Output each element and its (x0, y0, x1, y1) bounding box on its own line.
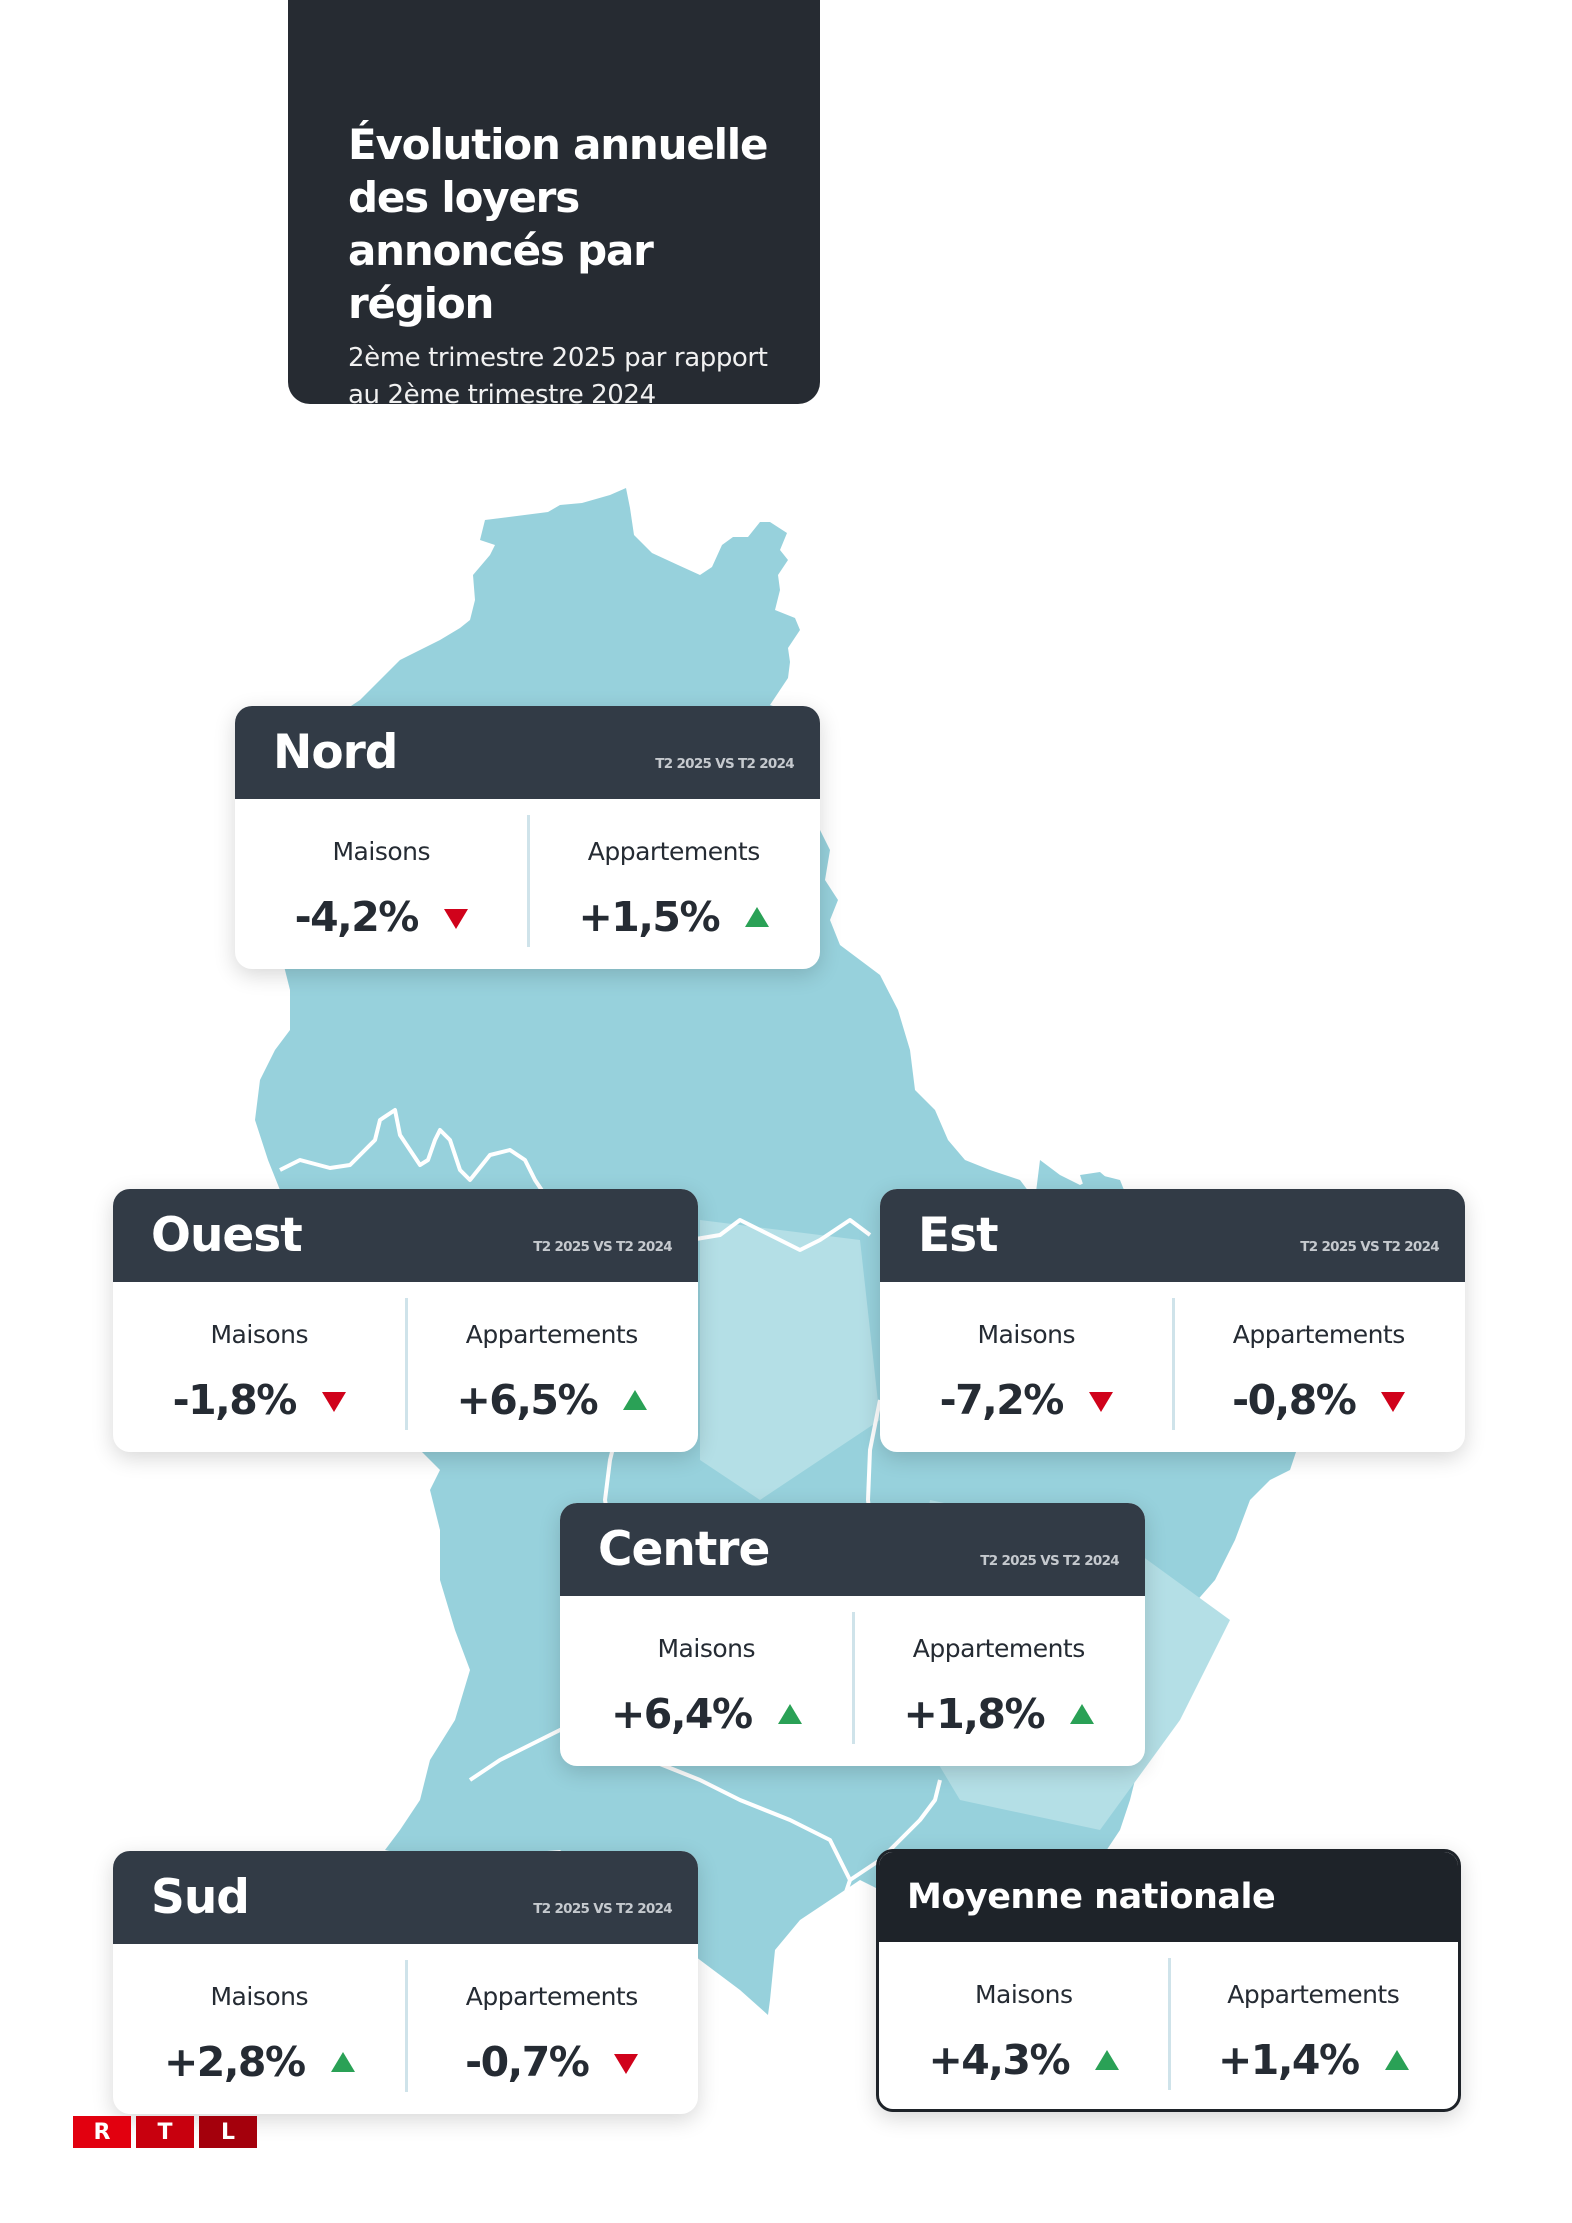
period-label: T2 2025 VS T2 2024 (1300, 1238, 1439, 1255)
houses-label: Maisons (332, 837, 431, 866)
region-name: Ouest (151, 1208, 303, 1263)
divider (851, 1612, 855, 1744)
houses-column: Maisons +6,4% (560, 1596, 853, 1766)
down-arrow-icon (614, 2054, 639, 2074)
national-name: Moyenne nationale (907, 1877, 1276, 1917)
up-arrow-icon (1095, 2050, 1120, 2070)
up-arrow-icon (745, 907, 770, 927)
houses-label: Maisons (657, 1634, 756, 1663)
houses-column: Maisons -1,8% (113, 1282, 406, 1452)
region-name: Centre (598, 1522, 770, 1577)
region-card-est: Est T2 2025 VS T2 2024 Maisons -7,2% App… (880, 1189, 1465, 1452)
region-name: Nord (273, 725, 398, 780)
divider (526, 815, 530, 947)
apartments-label: Appartements (1227, 1980, 1400, 2009)
rtl-logo: R T L (73, 2116, 257, 2148)
apartments-value: +1,8% (903, 1690, 1045, 1738)
card-header: Moyenne nationale (879, 1852, 1458, 1942)
houses-value: -4,2% (294, 893, 420, 941)
card-header: Ouest T2 2025 VS T2 2024 (113, 1189, 698, 1282)
region-card-nord: Nord T2 2025 VS T2 2024 Maisons -4,2% Ap… (235, 706, 820, 969)
logo-letter-t: T (136, 2116, 194, 2148)
down-arrow-icon (1381, 1392, 1406, 1412)
apartments-column: Appartements +1,4% (1169, 1942, 1459, 2109)
houses-column: Maisons -4,2% (235, 799, 528, 969)
houses-label: Maisons (977, 1320, 1076, 1349)
card-header: Centre T2 2025 VS T2 2024 (560, 1503, 1145, 1596)
title-card: Évolution annuelle des loyers annoncés p… (288, 0, 820, 410)
region-name: Est (918, 1208, 999, 1263)
houses-value: +6,4% (610, 1690, 753, 1738)
up-arrow-icon (1070, 1704, 1095, 1724)
apartments-value: -0,7% (465, 2038, 590, 2086)
houses-label: Maisons (974, 1980, 1073, 2009)
apartments-column: Appartements +1,5% (528, 799, 821, 969)
apartments-column: Appartements +1,8% (853, 1596, 1146, 1766)
houses-label: Maisons (210, 1320, 309, 1349)
down-arrow-icon (1088, 1392, 1113, 1412)
national-average-card: Moyenne nationale Maisons +4,3% Appartem… (876, 1849, 1461, 2112)
divider (1171, 1298, 1175, 1430)
up-arrow-icon (777, 1704, 802, 1724)
card-header: Est T2 2025 VS T2 2024 (880, 1189, 1465, 1282)
region-card-centre: Centre T2 2025 VS T2 2024 Maisons +6,4% … (560, 1503, 1145, 1766)
houses-value: -7,2% (939, 1376, 1065, 1424)
apartments-column: Appartements +6,5% (406, 1282, 699, 1452)
region-card-sud: Sud T2 2025 VS T2 2024 Maisons +2,8% App… (113, 1851, 698, 2114)
logo-letter-r: R (73, 2116, 131, 2148)
houses-label: Maisons (210, 1982, 309, 2011)
houses-column: Maisons +4,3% (879, 1942, 1169, 2109)
up-arrow-icon (623, 1390, 648, 1410)
houses-value: +2,8% (163, 2038, 306, 2086)
apartments-value: +1,4% (1217, 2036, 1360, 2084)
period-label: T2 2025 VS T2 2024 (533, 1900, 672, 1917)
apartments-label: Appartements (465, 1320, 639, 1349)
apartments-label: Appartements (587, 837, 761, 866)
houses-column: Maisons -7,2% (880, 1282, 1173, 1452)
houses-value: +4,3% (928, 2036, 1070, 2084)
divider (404, 1298, 408, 1430)
apartments-label: Appartements (912, 1634, 1086, 1663)
page-title: Évolution annuelle des loyers annoncés p… (348, 120, 768, 328)
period-label: T2 2025 VS T2 2024 (533, 1238, 672, 1255)
divider (404, 1960, 408, 2092)
divider (1167, 1958, 1171, 2090)
up-arrow-icon (1384, 2050, 1409, 2070)
card-header: Sud T2 2025 VS T2 2024 (113, 1851, 698, 1944)
apartments-value: +6,5% (456, 1376, 598, 1424)
up-arrow-icon (330, 2052, 355, 2072)
region-card-ouest: Ouest T2 2025 VS T2 2024 Maisons -1,8% A… (113, 1189, 698, 1452)
apartments-value: -0,8% (1232, 1376, 1357, 1424)
card-header: Nord T2 2025 VS T2 2024 (235, 706, 820, 799)
page-subtitle: 2ème trimestre 2025 par rapport au 2ème … (348, 343, 768, 410)
apartments-column: Appartements -0,8% (1173, 1282, 1466, 1452)
down-arrow-icon (321, 1392, 346, 1412)
period-label: T2 2025 VS T2 2024 (655, 755, 794, 772)
region-name: Sud (151, 1870, 250, 1925)
logo-letter-l: L (199, 2116, 257, 2148)
down-arrow-icon (443, 909, 468, 929)
houses-column: Maisons +2,8% (113, 1944, 406, 2114)
apartments-column: Appartements -0,7% (406, 1944, 699, 2114)
period-label: T2 2025 VS T2 2024 (980, 1552, 1119, 1569)
apartments-label: Appartements (1232, 1320, 1406, 1349)
apartments-label: Appartements (465, 1982, 639, 2011)
apartments-value: +1,5% (578, 893, 720, 941)
houses-value: -1,8% (172, 1376, 298, 1424)
